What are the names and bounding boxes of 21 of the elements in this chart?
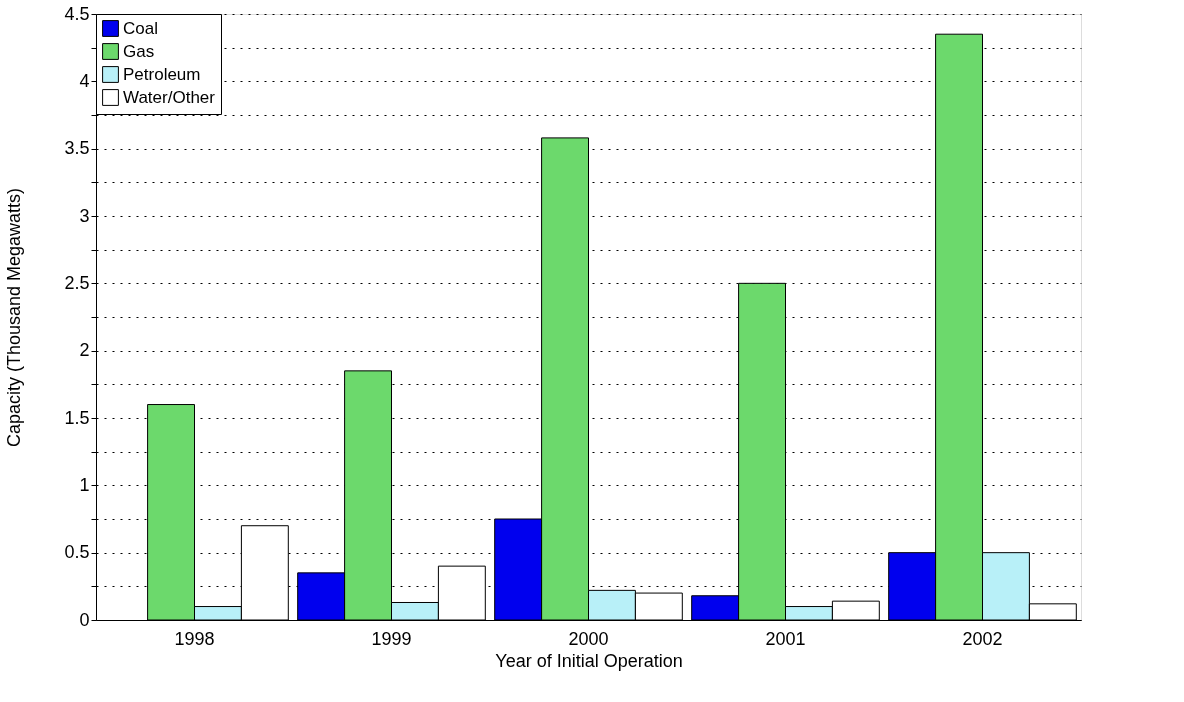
y-tick-label: 2 [79, 340, 90, 361]
y-tick-label: 4.5 [64, 3, 90, 24]
y-tick-label: 4 [79, 70, 90, 91]
legend-label: Coal [123, 18, 158, 38]
y-tick-label: 0.5 [64, 542, 90, 563]
legend-label: Petroleum [123, 64, 201, 84]
y-axis-title: Capacity (Thousand Megawatts) [4, 187, 25, 448]
x-tick-label: 1999 [371, 628, 412, 649]
y-tick-label: 2.5 [64, 272, 90, 293]
x-tick-label: 2001 [765, 628, 806, 649]
x-axis-title: Year of Initial Operation [495, 650, 683, 671]
x-tick-label: 2000 [568, 628, 609, 649]
x-tick-label: 1998 [174, 628, 215, 649]
legend-label: Water/Other [123, 87, 216, 107]
x-tick-label: 2002 [962, 628, 1003, 649]
y-tick-label: 3 [79, 205, 90, 226]
y-tick-label: 1.5 [64, 407, 90, 428]
y-tick-label: 0 [79, 609, 90, 630]
legend-label: Gas [123, 41, 155, 61]
y-tick-label: 3.5 [64, 138, 90, 159]
y-tick-label: 1 [79, 474, 90, 495]
